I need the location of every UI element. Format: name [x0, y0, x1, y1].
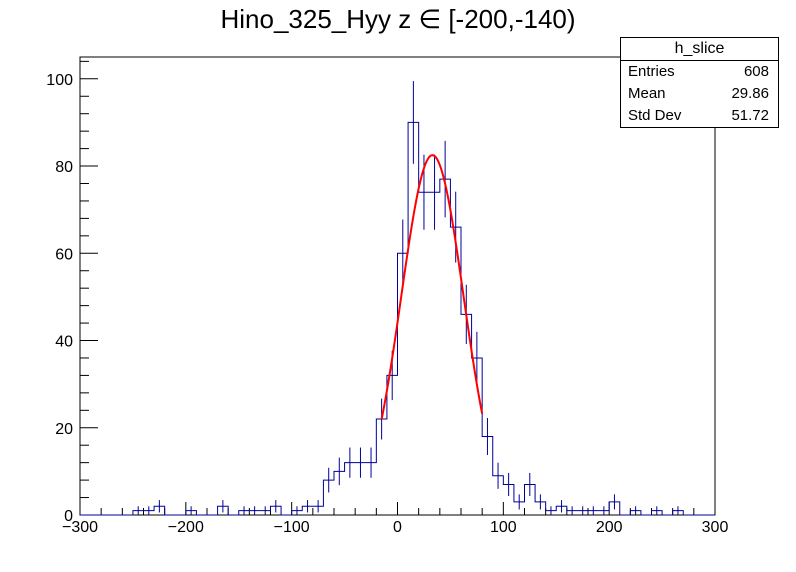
x-tick-label: 0 [393, 519, 402, 536]
x-tick-label: −200 [168, 519, 204, 536]
x-tick-label: −100 [274, 519, 310, 536]
gaussian-fit-curve [380, 154, 484, 420]
stats-row-stddev: Std Dev 51.72 [621, 105, 778, 127]
stats-label: Std Dev [628, 107, 682, 124]
y-tick-label: 60 [55, 246, 73, 263]
y-tick-label: 20 [55, 421, 73, 438]
stats-value: 608 [743, 63, 769, 80]
stats-row-mean: Mean 29.86 [621, 83, 778, 105]
x-tick-label: 300 [702, 519, 729, 536]
stats-label: Mean [628, 85, 666, 102]
stats-row-entries: Entries 608 [621, 61, 778, 83]
x-tick-label: 100 [490, 519, 517, 536]
stats-value: 51.72 [731, 107, 769, 124]
y-tick-label: 80 [55, 159, 73, 176]
y-tick-label: 100 [46, 72, 73, 89]
stats-box-title: h_slice [621, 38, 778, 61]
x-tick-label: 200 [596, 519, 623, 536]
chart-title: Hino_325_Hyy z ∈ [-200,-140) [220, 4, 576, 34]
stats-value: 29.86 [731, 85, 769, 102]
x-tick-label: −300 [62, 519, 98, 536]
y-tick-label: 40 [55, 334, 73, 351]
stats-label: Entries [628, 63, 675, 80]
y-tick-label: 0 [64, 508, 73, 525]
stats-box: h_slice Entries 608 Mean 29.86 Std Dev 5… [620, 37, 779, 128]
